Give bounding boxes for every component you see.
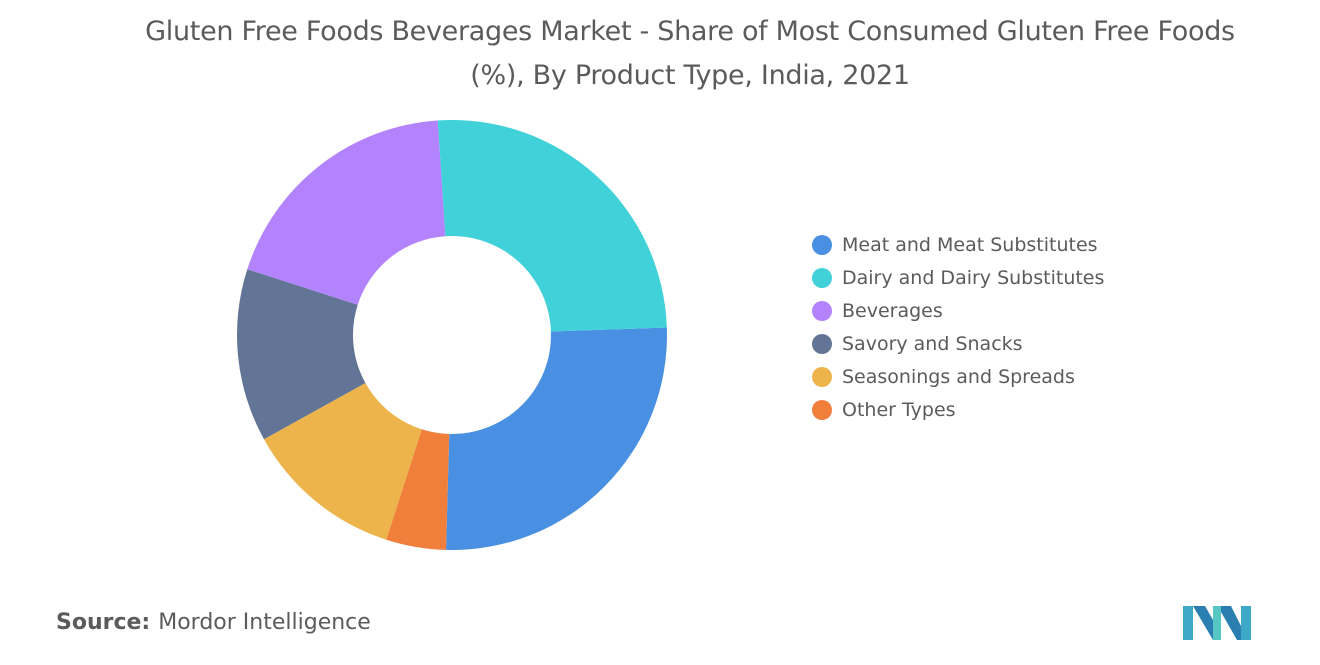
slice-other-types — [386, 429, 450, 550]
legend-item: Other Types — [812, 393, 1104, 426]
donut-slices — [237, 119, 667, 551]
legend-label: Beverages — [842, 299, 943, 322]
legend-label: Dairy and Dairy Substitutes — [842, 266, 1105, 289]
mordor-intelligence-logo — [1183, 606, 1251, 640]
source-value: Mordor Intelligence — [158, 610, 371, 635]
legend-marker — [812, 333, 832, 354]
legend-marker — [812, 300, 832, 321]
legend-marker — [812, 366, 832, 387]
source-label: Source: — [56, 610, 151, 635]
legend-item: Dairy and Dairy Substitutes — [812, 261, 1104, 294]
slice-beverages — [247, 120, 446, 305]
legend-label: Seasonings and Spreads — [842, 365, 1075, 388]
legend-item: Seasonings and Spreads — [812, 360, 1104, 393]
slice-savory-and-snacks — [237, 269, 366, 440]
legend-label: Meat and Meat Substitutes — [842, 233, 1098, 256]
slice-seasonings-and-spreads — [263, 382, 422, 540]
legend-marker — [812, 399, 832, 420]
legend-label: Other Types — [842, 398, 956, 421]
legend-label: Savory and Snacks — [842, 332, 1023, 355]
slice-dairy-and-dairy-substitutes — [437, 119, 667, 332]
legend-item: Meat and Meat Substitutes — [812, 228, 1104, 261]
legend-item: Savory and Snacks — [812, 327, 1104, 360]
legend-marker — [812, 267, 832, 288]
source-note: Source: Mordor Intelligence — [56, 610, 371, 635]
page-title: Gluten Free Foods Beverages Market - Sha… — [145, 16, 1235, 91]
slice-meat-and-meat-substitutes — [445, 327, 667, 551]
chart-legend: Meat and Meat Substitutes Dairy and Dairy… — [812, 228, 1104, 426]
legend-marker — [812, 234, 832, 255]
legend-item: Beverages — [812, 294, 1104, 327]
